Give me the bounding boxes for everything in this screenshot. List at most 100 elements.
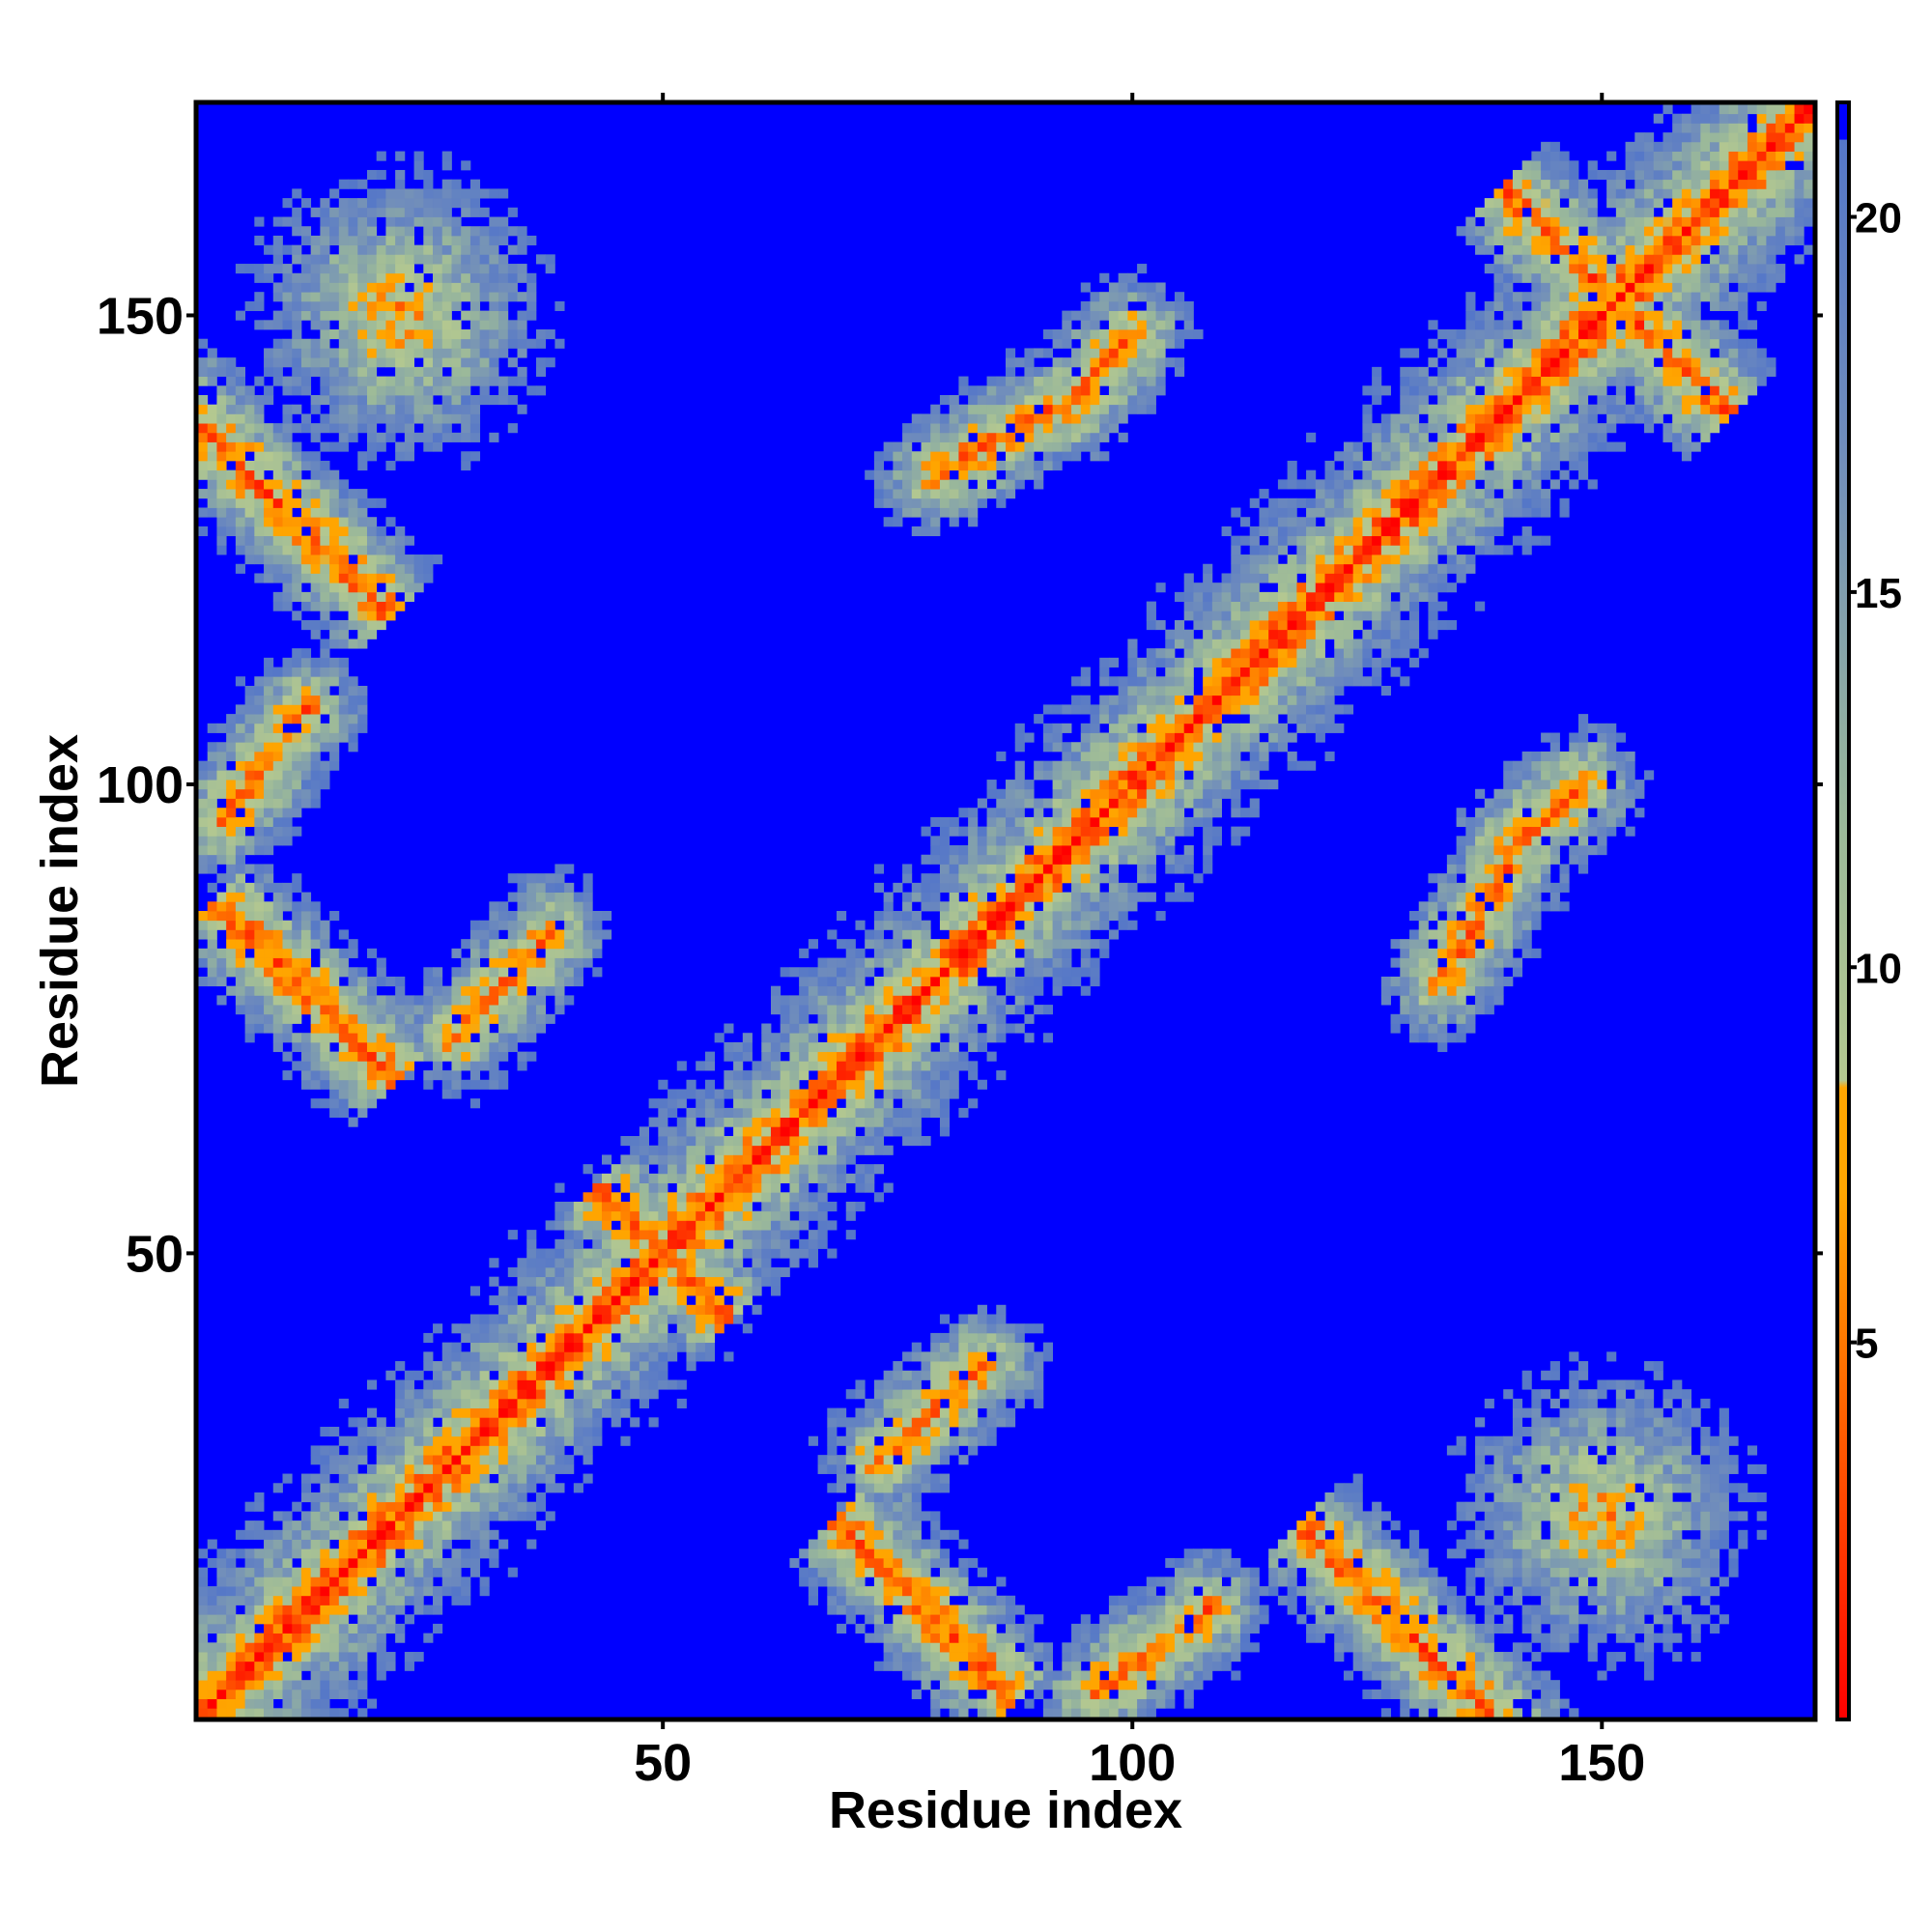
heatmap-cell [385,1605,396,1615]
heatmap-cell [526,1051,537,1062]
heatmap-cell [357,1473,368,1484]
heatmap-cell [469,338,481,349]
heatmap-cell [348,1445,358,1456]
heatmap-cell [507,357,518,368]
heatmap-cell [310,591,321,602]
heatmap-cell [282,751,293,762]
heatmap-cell [902,1577,913,1587]
heatmap-cell [1615,1473,1626,1484]
heatmap-cell [1634,1417,1645,1428]
heatmap-cell [526,1455,537,1465]
heatmap-cell [404,329,414,340]
heatmap-cell [1577,1370,1589,1380]
heatmap-cell [357,1501,368,1512]
heatmap-cell [423,1427,434,1437]
heatmap-cell [395,1492,406,1503]
heatmap-cell [226,517,237,527]
heatmap-cell [1203,1605,1213,1615]
heatmap-cell [1541,1389,1551,1400]
heatmap-cell [469,967,481,978]
heatmap-cell [198,1680,209,1690]
heatmap-cell [366,1557,378,1569]
heatmap-cell [244,413,255,424]
heatmap-cell [489,357,499,368]
heatmap-cell [939,1633,951,1643]
heatmap-cell [348,1117,358,1127]
heatmap-cell [469,1417,481,1428]
heatmap-cell [198,976,209,987]
heatmap-cell [395,282,406,293]
heatmap-cell [1541,1595,1551,1605]
heatmap-cell [329,667,340,677]
heatmap-cell [469,939,481,950]
heatmap-cell [376,957,386,968]
heatmap-cell [1165,1557,1176,1569]
heatmap-cell [837,1548,847,1559]
heatmap-cell [564,948,575,958]
heatmap-cell [300,376,312,386]
heatmap-cell [1597,1577,1607,1587]
heatmap-cell [1700,1586,1711,1597]
heatmap-cell [282,780,293,790]
heatmap-cell [517,1445,527,1456]
heatmap-cell [207,1689,217,1699]
heatmap-cell [235,901,245,912]
heatmap-cell [845,1427,856,1437]
heatmap-cell [986,1427,997,1437]
heatmap-cell [883,1633,894,1643]
heatmap-cell [357,320,368,330]
heatmap-cell [1606,1623,1617,1634]
heatmap-cell [413,169,424,181]
heatmap-cell [1372,1501,1382,1512]
heatmap-cell [1306,1548,1317,1559]
heatmap-cell [1042,1342,1053,1352]
heatmap-cell [1512,1511,1523,1521]
heatmap-cell [564,892,575,902]
heatmap-cell [310,394,321,406]
heatmap-cell [968,1417,979,1428]
heatmap-cell [535,1501,547,1512]
heatmap-cell [498,1323,509,1334]
heatmap-cell [264,882,274,893]
heatmap-cell [479,282,490,293]
heatmap-cell [320,460,330,471]
heatmap-cell [1146,1577,1156,1587]
heatmap-cell [1672,1567,1683,1577]
heatmap-cell [911,1511,922,1521]
heatmap-cell [433,1501,443,1512]
heatmap-cell [254,432,265,442]
heatmap-cell [395,1435,406,1446]
heatmap-cell [1428,1698,1438,1709]
heatmap-cell [517,1370,527,1380]
heatmap-cell [216,873,227,884]
heatmap-cell [893,1501,903,1512]
heatmap-cell [207,489,217,499]
heatmap-cell [1577,1492,1589,1503]
heatmap-cell [911,1351,922,1362]
heatmap-cell [244,892,255,902]
heatmap-cell [338,479,349,490]
heatmap-cell [272,497,283,508]
heatmap-cell [292,244,302,255]
heatmap-cell [235,451,245,462]
heatmap-cell [469,282,481,293]
heatmap-cell [845,1605,856,1615]
heatmap-cell [479,320,490,330]
heatmap-cell [366,526,378,537]
heatmap-cell [1662,1389,1673,1400]
heatmap-cell [338,1577,349,1587]
heatmap-cell [1409,1652,1420,1662]
heatmap-cell [883,1595,894,1605]
heatmap-cell [441,385,452,396]
heatmap-cell [198,1642,209,1653]
heatmap-cell [366,554,378,565]
heatmap-cell [883,1398,894,1408]
heatmap-cell [235,985,245,996]
heatmap-cell [1569,1483,1579,1493]
heatmap-cell [902,1511,913,1521]
heatmap-cell [1409,1595,1420,1605]
heatmap-cell [996,1379,1007,1390]
heatmap-cell [977,1605,987,1615]
heatmap-cell [282,685,293,696]
heatmap-cell [1118,1689,1128,1699]
